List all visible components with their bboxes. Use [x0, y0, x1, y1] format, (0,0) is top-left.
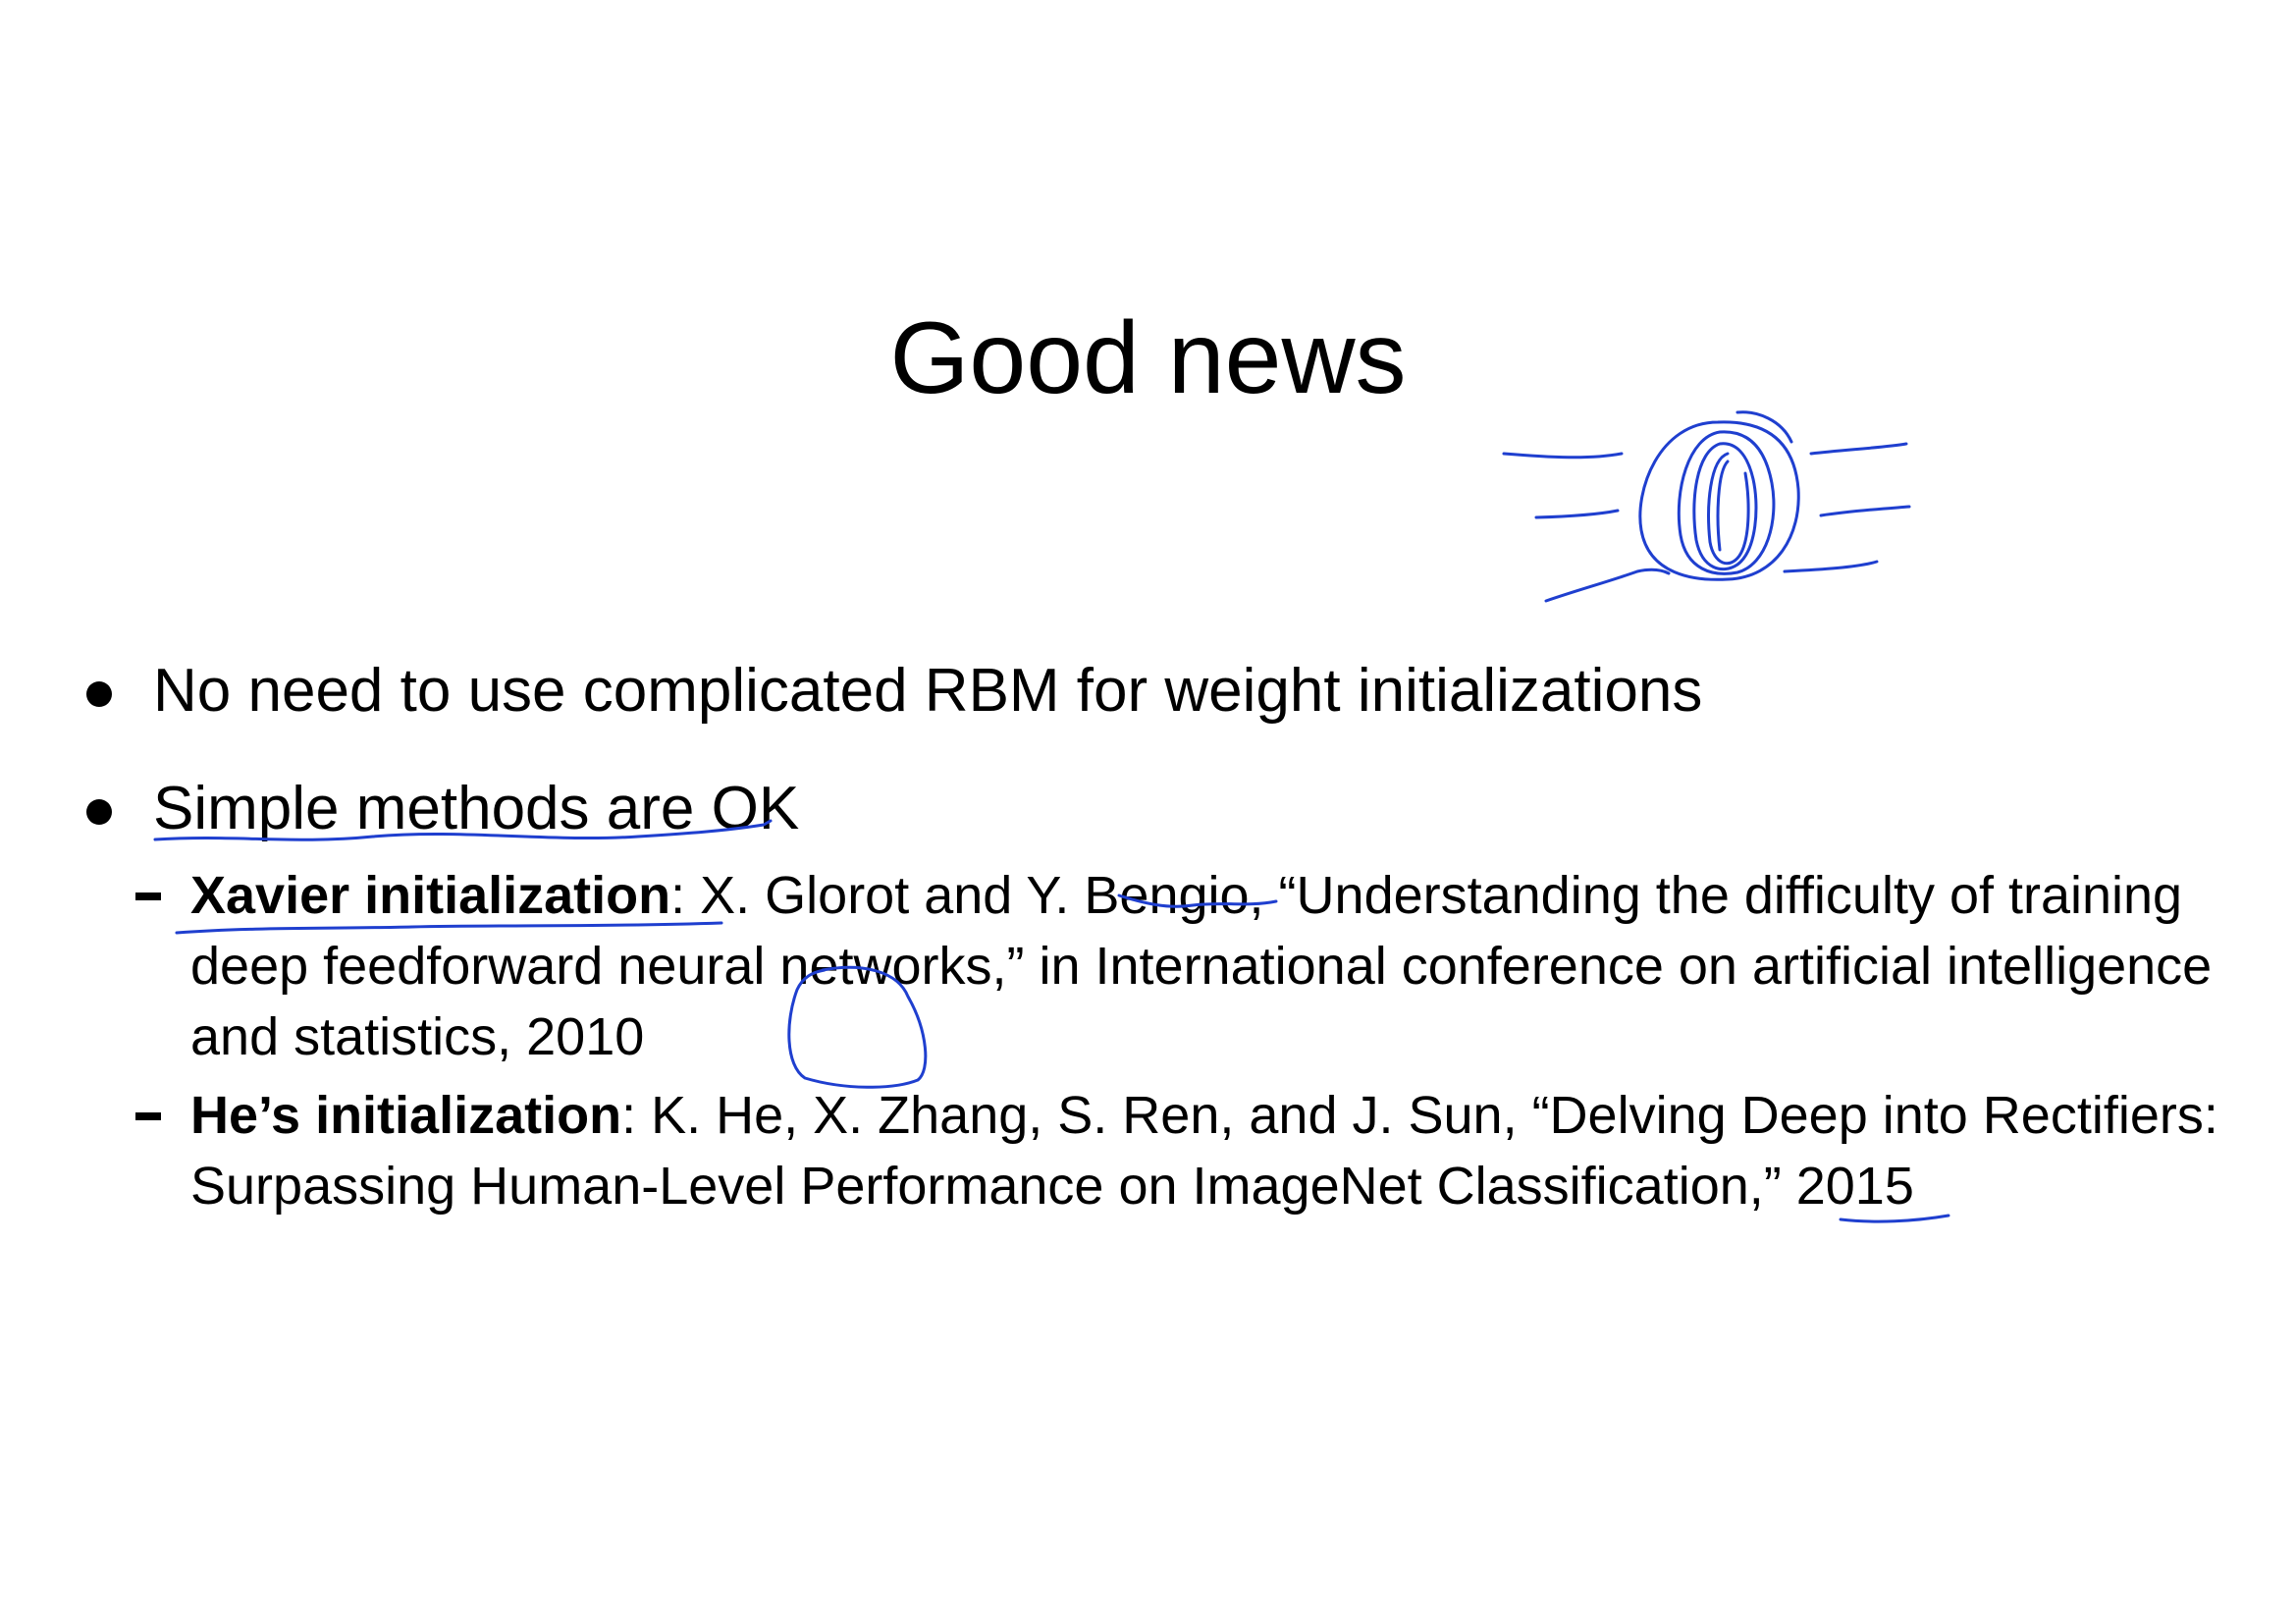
slide-title: Good news [889, 301, 1407, 415]
bullet-dot-icon [86, 681, 112, 707]
sub-item-citation: : X. Glorot and Y. Bengio, “Understandin… [190, 866, 2213, 1066]
bullet-dot-icon [86, 799, 112, 825]
dash-icon [135, 1112, 161, 1120]
ink-sketch-icon [1502, 410, 1911, 603]
bullet-text: No need to use complicated RBM for weigh… [153, 657, 1703, 725]
sub-item-term: Xavier initialization [190, 866, 671, 925]
sub-item-body: Xavier initialization: X. Glorot and Y. … [190, 860, 2271, 1072]
sub-item-body: He’s initialization: K. He, X. Zhang, S.… [190, 1080, 2271, 1221]
dash-icon [135, 893, 161, 900]
sub-item-citation: : K. He, X. Zhang, S. Ren, and J. Sun, “… [190, 1086, 2218, 1216]
sub-item-term: He’s initialization [190, 1086, 622, 1145]
bullet-text: Simple methods are OK [153, 775, 800, 842]
